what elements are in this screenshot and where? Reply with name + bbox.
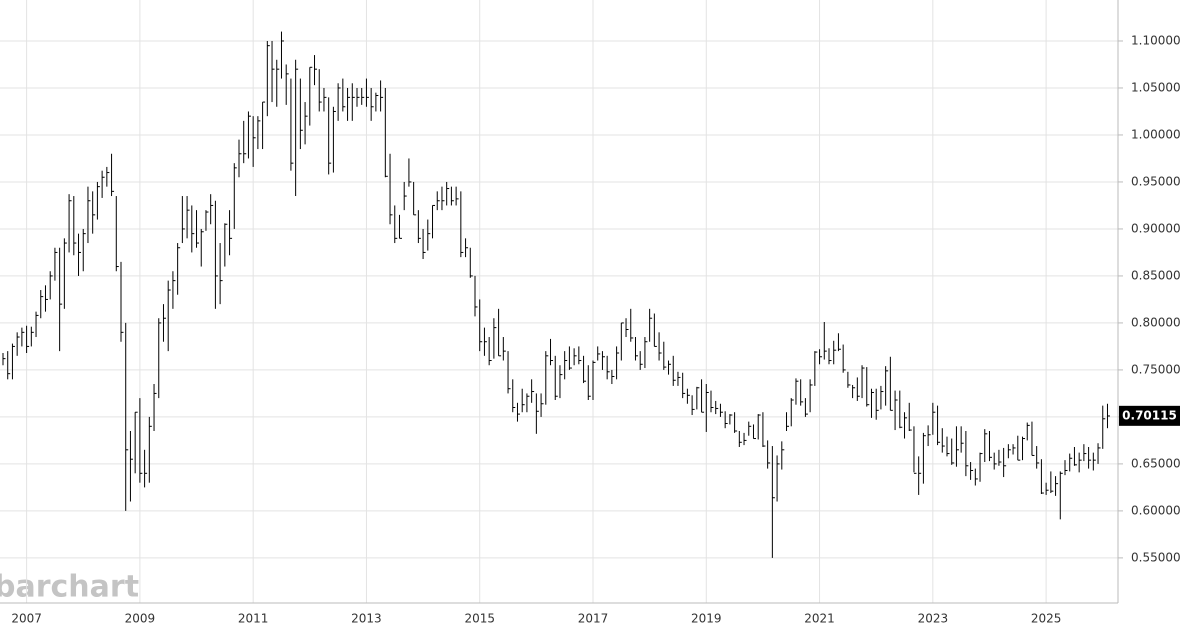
x-tick-label: 2009 bbox=[125, 612, 156, 626]
last-price-box bbox=[1119, 405, 1180, 426]
y-tick-label: 0.55000 bbox=[1131, 550, 1181, 564]
y-tick-label: 0.90000 bbox=[1131, 221, 1181, 235]
watermark: barchart bbox=[0, 570, 139, 605]
x-tick-label: 2025 bbox=[1031, 612, 1062, 626]
last-price-label: 0.70115 bbox=[1122, 408, 1177, 422]
x-tick-label: 2023 bbox=[918, 612, 949, 626]
y-tick-label: 1.00000 bbox=[1131, 127, 1181, 141]
y-tick-label: 0.65000 bbox=[1131, 456, 1181, 470]
x-tick-label: 2021 bbox=[804, 612, 835, 626]
y-tick-label: 0.75000 bbox=[1131, 362, 1181, 376]
y-tick-label: 0.85000 bbox=[1131, 268, 1181, 282]
x-tick-label: 2017 bbox=[578, 612, 609, 626]
x-tick-label: 2007 bbox=[11, 612, 42, 626]
y-tick-label: 1.10000 bbox=[1131, 33, 1181, 47]
x-tick-label: 2011 bbox=[238, 612, 269, 626]
x-tick-label: 2019 bbox=[691, 612, 722, 626]
y-tick-label: 0.80000 bbox=[1131, 315, 1181, 329]
y-tick-label: 1.05000 bbox=[1131, 80, 1181, 94]
y-tick-label: 0.60000 bbox=[1131, 503, 1181, 517]
y-tick-label: 0.95000 bbox=[1131, 174, 1181, 188]
x-tick-label: 2013 bbox=[351, 612, 382, 626]
x-tick-label: 2015 bbox=[464, 612, 495, 626]
